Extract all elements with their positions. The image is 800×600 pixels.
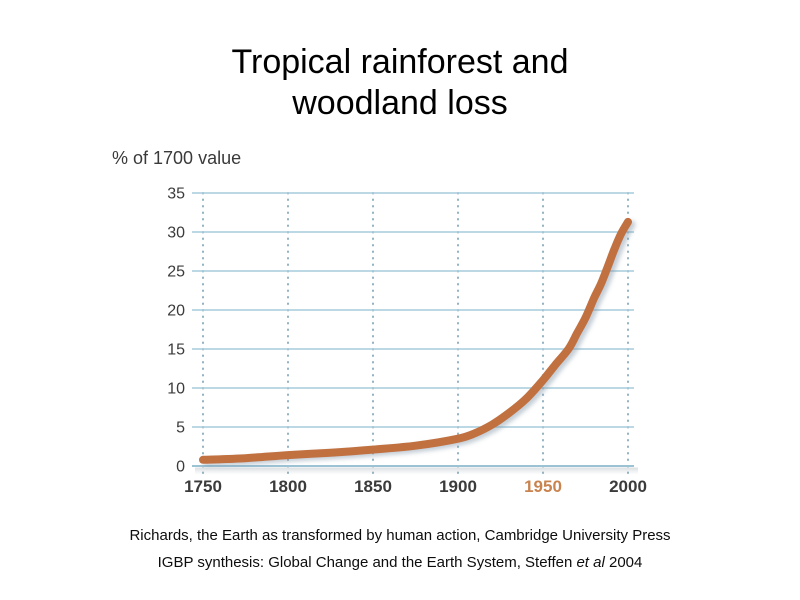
footer-citation-1: Richards, the Earth as transformed by hu…: [129, 527, 671, 544]
y-tick-label: 5: [176, 420, 185, 437]
footer-citation-2: IGBP synthesis: Global Change and the Ea…: [0, 554, 800, 571]
horizontal-gridlines: [192, 192, 634, 467]
vertical-gridlines: [202, 192, 629, 475]
slide-title-line1: Tropical rainforest and: [231, 43, 569, 81]
y-axis-title: % of 1700 value: [112, 148, 242, 168]
loss-curve: [199, 217, 632, 464]
footer-citation-2-etal: et al: [576, 554, 605, 571]
y-tick-label: 25: [167, 264, 185, 281]
x-tick-label: 1850: [354, 477, 392, 496]
y-tick-label: 20: [167, 303, 185, 320]
y-tick-label: 15: [167, 342, 185, 359]
x-tick-label-highlighted: 1950: [524, 477, 562, 496]
footer-citation-2-suffix: 2004: [604, 554, 643, 571]
y-tick-label: 30: [167, 225, 185, 242]
x-axis-tick-labels: 1750 1800 1850 1900 1950 2000: [184, 477, 647, 496]
x-tick-label: 2000: [609, 477, 647, 496]
y-axis-tick-labels: 35 30 25 20 15 10 5 0: [167, 186, 185, 476]
slide-title: Tropical rainforest and woodland loss: [0, 42, 800, 124]
x-tick-label: 1900: [439, 477, 477, 496]
y-tick-label: 0: [176, 459, 185, 476]
x-tick-label: 1800: [269, 477, 307, 496]
y-tick-label: 35: [167, 186, 185, 203]
footer-citation-2-prefix: IGBP synthesis: Global Change and the Ea…: [157, 554, 577, 571]
y-tick-label: 10: [167, 381, 185, 398]
x-axis-shadow: [195, 467, 638, 475]
slide-title-line2: woodland loss: [292, 84, 508, 122]
x-tick-label: 1750: [184, 477, 222, 496]
